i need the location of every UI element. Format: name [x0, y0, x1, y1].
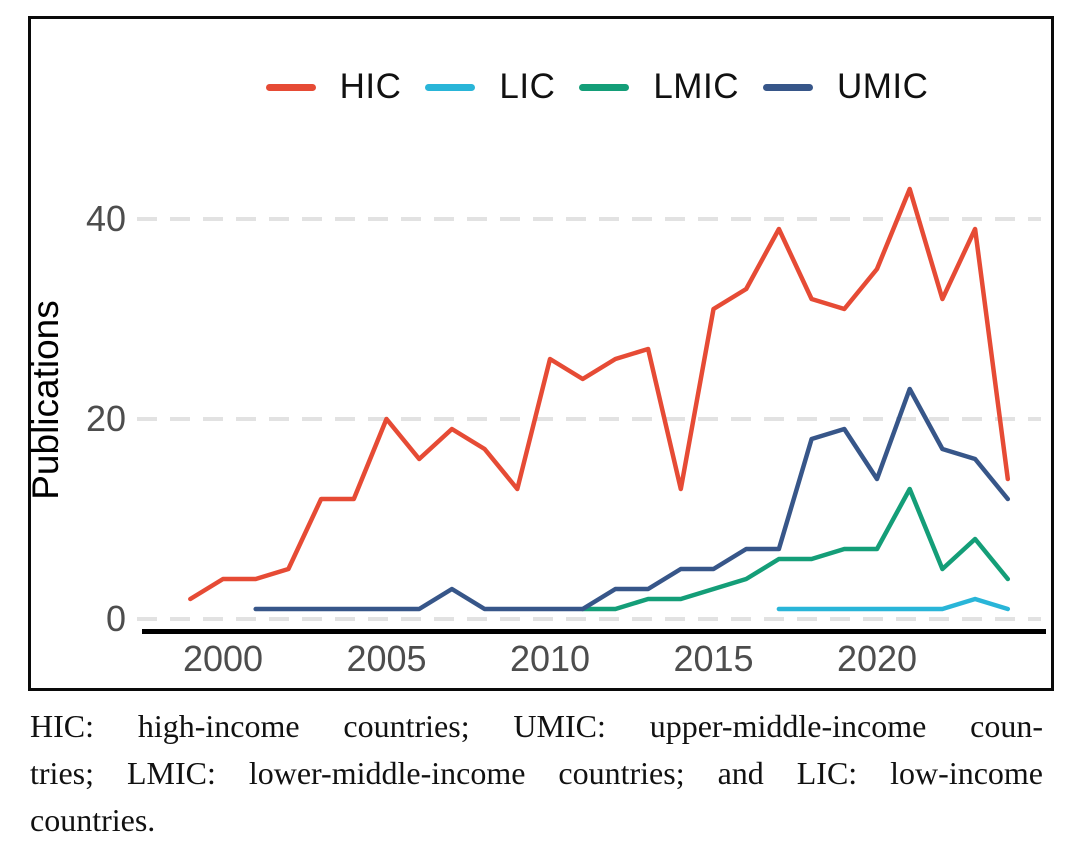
series-line-lic	[776, 596, 1011, 612]
caption-line-3: countries.	[30, 802, 156, 838]
x-tick-label-2020: 2020	[837, 638, 917, 679]
caption-line-1: HIC: high-income countries; UMIC: upper-…	[30, 708, 1043, 744]
legend-swatch-umic	[762, 83, 813, 91]
legend-swatch-lmic	[579, 83, 630, 91]
x-tick-label-2005: 2005	[346, 638, 426, 679]
legend-item-lic: LIC	[425, 67, 555, 107]
legend-item-umic: UMIC	[762, 67, 929, 107]
series-line-umic	[253, 386, 1011, 612]
series-line-hic	[188, 186, 1011, 602]
figure-panel: 0 20 40 2000 2005 2010 2015 2020 Publications HI…	[28, 16, 1054, 691]
x-tick-label-2015: 2015	[673, 638, 753, 679]
legend-item-lmic: LMIC	[579, 67, 739, 107]
x-axis-line	[142, 629, 1046, 634]
legend-label-hic: HIC	[339, 67, 402, 106]
y-tick-label-0: 0	[106, 598, 126, 639]
figure-caption: HIC: high-income countries; UMIC: upper-…	[30, 703, 1043, 842]
chart-legend: HIC LIC LMIC UMIC	[87, 67, 1070, 107]
legend-label-umic: UMIC	[836, 67, 929, 106]
x-tick-label-2000: 2000	[183, 638, 263, 679]
y-axis-label: Publications	[31, 300, 66, 500]
caption-line-2: tries; LMIC: lower-middle-income countri…	[30, 755, 1043, 791]
legend-item-hic: HIC	[265, 67, 402, 107]
chart-svg: 0 20 40 2000 2005 2010 2015 2020 Publications	[31, 186, 1046, 679]
legend-swatch-lic	[425, 83, 476, 91]
series-line-lmic	[580, 486, 1011, 612]
x-tick-label-2010: 2010	[510, 638, 590, 679]
legend-label-lmic: LMIC	[653, 67, 739, 106]
y-tick-label-20: 20	[86, 398, 126, 439]
y-tick-label-40: 40	[86, 198, 126, 239]
legend-swatch-hic	[265, 83, 316, 91]
legend-label-lic: LIC	[499, 67, 556, 106]
